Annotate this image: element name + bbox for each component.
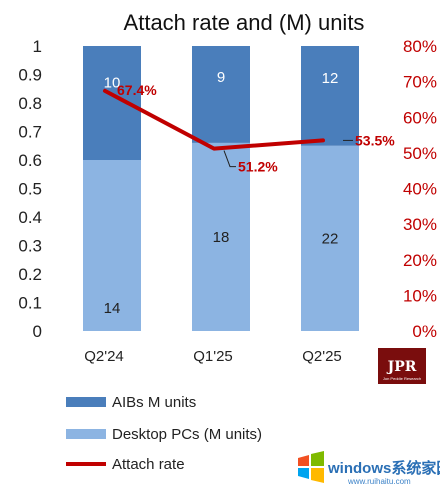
aib-value-label: 9	[217, 69, 225, 86]
desktop-bar-segment	[301, 145, 359, 331]
x-tick-label: Q1'25	[193, 348, 233, 365]
y-left-tick-label: 0.5	[18, 180, 42, 199]
aib-bar-segment	[301, 46, 359, 146]
desktop-value-label: 22	[322, 230, 339, 247]
legend-aib-swatch	[66, 397, 106, 407]
y-right-tick-label: 10%	[403, 286, 437, 305]
desktop-value-label: 14	[104, 300, 121, 317]
y-right-tick-label: 70%	[403, 73, 437, 92]
jpr-logo-subtext: Jon Peddie Research	[383, 376, 421, 381]
aib-bar-segment	[83, 46, 141, 160]
x-tick-label: Q2'24	[84, 348, 124, 365]
y-right-tick-label: 60%	[403, 108, 437, 127]
legend: AIBs M units Desktop PCs (M units) Attach …	[66, 394, 262, 473]
y-right-tick-label: 80%	[403, 37, 437, 56]
y-left-tick-label: 0	[33, 322, 42, 341]
y-left-tick-label: 0.1	[18, 294, 42, 313]
y-right-tick-label: 30%	[403, 215, 437, 234]
y-left-tick-label: 0.6	[18, 151, 42, 170]
y-left-tick-label: 1	[33, 37, 42, 56]
watermark-subtext: www.ruihaitu.com	[347, 477, 411, 486]
y-left-tick-label: 0.4	[18, 208, 42, 227]
y-right-tick-label: 0%	[412, 322, 437, 341]
aib-value-label: 12	[322, 70, 339, 87]
aib-bar-segment	[192, 46, 250, 143]
x-tick-label: Q2'25	[302, 348, 342, 365]
y-right-tick-label: 50%	[403, 144, 437, 163]
y-left-tick-label: 0.7	[18, 123, 42, 142]
y-left-tick-label: 0.2	[18, 265, 42, 284]
legend-label: Attach rate	[112, 456, 185, 473]
legend-desktop-swatch	[66, 429, 106, 439]
watermark-text: windows系统家园	[327, 459, 440, 477]
callout-leader	[223, 150, 236, 168]
attach-rate-label: 53.5%	[355, 132, 395, 148]
jpr-logo: JPR Jon Peddie Research	[378, 348, 426, 384]
attach-rate-line-layer: 67.4% 51.2% 53.5%	[103, 82, 395, 175]
x-axis: Q2'24 Q1'25 Q2'25	[84, 348, 342, 365]
jpr-logo-text: JPR	[386, 359, 417, 375]
desktop-bar-segment	[83, 160, 141, 331]
windows-logo-icon	[298, 451, 324, 483]
legend-label: Desktop PCs (M units)	[112, 426, 262, 443]
y-axis-right: 0% 10% 20% 30% 40% 50% 60% 70% 80%	[403, 37, 437, 341]
y-right-tick-label: 40%	[403, 180, 437, 199]
attach-rate-label: 67.4%	[117, 82, 157, 98]
y-right-tick-label: 20%	[403, 251, 437, 270]
y-axis-left: 0 0.1 0.2 0.3 0.4 0.5 0.6 0.7 0.8 0.9 1	[18, 37, 42, 341]
watermark: windows系统家园 www.ruihaitu.com	[298, 451, 440, 486]
aib-value-label: 10	[104, 74, 121, 91]
desktop-value-label: 18	[213, 229, 230, 246]
attach-rate-label: 51.2%	[238, 159, 278, 175]
y-left-tick-label: 0.3	[18, 237, 42, 256]
y-left-tick-label: 0.8	[18, 94, 42, 113]
y-left-tick-label: 0.9	[18, 66, 42, 85]
segment-labels: 14 10 18 9 22 12	[104, 69, 339, 317]
chart-title: Attach rate and (M) units	[124, 10, 365, 35]
jpr-logo-box	[378, 348, 426, 384]
attach-rate-line	[103, 88, 325, 151]
desktop-bar-segment	[192, 142, 250, 331]
legend-label: AIBs M units	[112, 394, 196, 411]
